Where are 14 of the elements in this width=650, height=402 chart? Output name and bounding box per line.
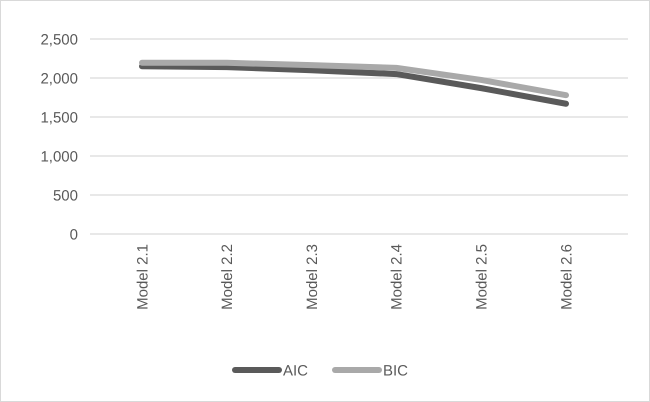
x-tick-label: Model 2.2 xyxy=(219,244,236,310)
x-tick-label: Model 2.5 xyxy=(473,244,490,310)
x-tick-label: Model 2.6 xyxy=(558,244,576,310)
y-tick-label: 2,000 xyxy=(40,70,78,88)
legend-label: BIC xyxy=(383,362,408,380)
y-tick-label: 1,000 xyxy=(40,148,78,166)
x-tick-label: Model 2.3 xyxy=(304,244,321,310)
y-tick-label: 1,500 xyxy=(40,109,78,126)
y-tick-label: 500 xyxy=(52,187,78,204)
y-tick-label: 2,500 xyxy=(40,31,78,48)
x-tick-label: Model 2.1 xyxy=(134,244,152,310)
legend-label: AIC xyxy=(283,362,308,380)
y-tick-label: 0 xyxy=(70,226,78,244)
x-tick-label: Model 2.4 xyxy=(388,244,406,310)
